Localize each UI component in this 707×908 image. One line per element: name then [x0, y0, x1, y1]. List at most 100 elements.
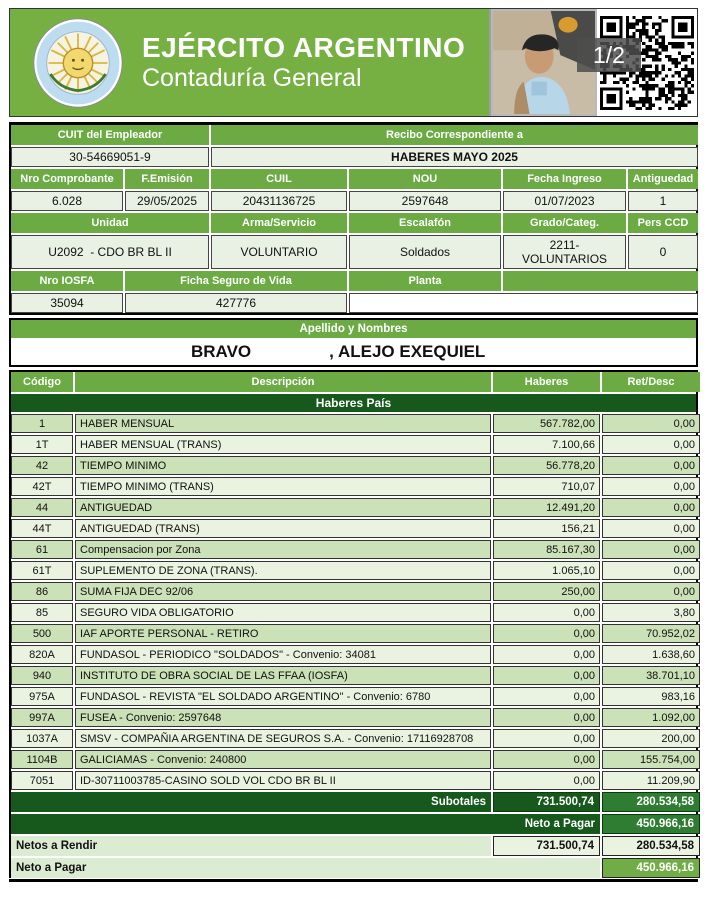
id-photo	[491, 9, 597, 116]
ingreso-label: Fecha Ingreso	[503, 169, 626, 189]
row-haberes: 567.782,00	[493, 414, 600, 433]
ficha-value: 427776	[125, 293, 347, 313]
grado-label: Grado/Categ.	[503, 213, 626, 233]
table-row: 44 ANTIGUEDAD 12.491,20 0,00	[11, 498, 700, 517]
row-ret-desc: 11.209,90	[602, 771, 700, 790]
femision-value: 29/05/2025	[125, 191, 209, 211]
row-haberes: 12.491,20	[493, 498, 600, 517]
table-row: 1037A SMSV - COMPAÑIA ARGENTINA DE SEGURO…	[11, 729, 700, 748]
row-code: 1104B	[11, 750, 73, 769]
row-haberes: 156,21	[493, 519, 600, 538]
table-row: 7051 ID-30711003785-CASINO SOLD VOL CDO B…	[11, 771, 700, 790]
row-description: ANTIGUEDAD	[75, 498, 491, 517]
bottom-border	[9, 879, 698, 882]
row-description: GALICIAMAS - Convenio: 240800	[75, 750, 491, 769]
row-code: 85	[11, 603, 73, 622]
row-description: INSTITUTO DE OBRA SOCIAL DE LAS FFAA (IO…	[75, 666, 491, 685]
subtotals-haberes: 731.500,74	[493, 792, 600, 812]
row-description: TIEMPO MINIMO	[75, 456, 491, 475]
row-haberes: 0,00	[493, 708, 600, 727]
nou-label: NOU	[349, 169, 501, 189]
table-row: 997A FUSEA - Convenio: 2597648 0,00 1.092,0…	[11, 708, 700, 727]
table-row: 820A FUNDASOL - PERIODICO "SOLDADOS" - Co…	[11, 645, 700, 664]
row-code: 500	[11, 624, 73, 643]
row-haberes: 7.100,66	[493, 435, 600, 454]
row-code: 940	[11, 666, 73, 685]
neto-pagar-dark-row: Neto a Pagar 450.966,16	[11, 814, 700, 834]
army-seal-logo	[33, 17, 123, 108]
employee-given-names: , ALEJO EXEQUIEL	[329, 341, 486, 361]
row-description: SUMA FIJA DEC 92/06	[75, 582, 491, 601]
row-description: FUNDASOL - PERIODICO "SOLDADOS" - Conven…	[75, 645, 491, 664]
subtotals-label: Subotales	[11, 792, 491, 812]
row-haberes: 0,00	[493, 771, 600, 790]
subtotals-ret: 280.534,58	[602, 792, 700, 812]
col-header-ret: Ret/Desc	[602, 372, 700, 392]
row-ret-desc: 0,00	[602, 456, 700, 475]
recibo-label: Recibo Correspondiente a	[211, 125, 698, 145]
comprobante-label: Nro Comprobante	[11, 169, 123, 189]
row-ret-desc: 200,00	[602, 729, 700, 748]
col-header-haberes: Haberes	[493, 372, 600, 392]
header-titles: EJÉRCITO ARGENTINO Contaduría General	[142, 31, 466, 93]
neto-pagar-light-row: Neto a Pagar 450.966,16	[11, 858, 700, 878]
row-code: 997A	[11, 708, 73, 727]
row-ret-desc: 155.754,00	[602, 750, 700, 769]
row-ret-desc: 0,00	[602, 561, 700, 580]
row-code: 44	[11, 498, 73, 517]
row-description: IAF APORTE PERSONAL - RETIRO	[75, 624, 491, 643]
neto-pagar-light-label: Neto a Pagar	[11, 858, 600, 878]
row-code: 42T	[11, 477, 73, 496]
netos-rendir-ret: 280.534,58	[602, 836, 700, 856]
row-ret-desc: 0,00	[602, 435, 700, 454]
planta-value	[349, 293, 698, 313]
table-row: 1T HABER MENSUAL (TRANS) 7.100,66 0,00	[11, 435, 700, 454]
row-code: 44T	[11, 519, 73, 538]
row-haberes: 0,00	[493, 750, 600, 769]
escalafon-label: Escalafón	[349, 213, 501, 233]
cuit-value: 30-54669051-9	[11, 147, 209, 167]
row-haberes: 0,00	[493, 729, 600, 748]
row-code: 61T	[11, 561, 73, 580]
table-row: 86 SUMA FIJA DEC 92/06 250,00 0,00	[11, 582, 700, 601]
employee-name: BRAVO , ALEJO EXEQUIEL	[11, 338, 696, 365]
table-row: 42T TIEMPO MINIMO (TRANS) 710,07 0,00	[11, 477, 700, 496]
header-banner: EJÉRCITO ARGENTINO Contaduría General	[9, 8, 698, 117]
row-haberes: 0,00	[493, 603, 600, 622]
arma-label: Arma/Servicio	[211, 213, 347, 233]
org-subtitle: Contaduría General	[142, 63, 362, 92]
row-code: 820A	[11, 645, 73, 664]
row-description: SEGURO VIDA OBLIGATORIO	[75, 603, 491, 622]
row-haberes: 0,00	[493, 687, 600, 706]
info-spacer-green	[503, 271, 698, 291]
row-code: 86	[11, 582, 73, 601]
row-description: HABER MENSUAL	[75, 414, 491, 433]
row-code: 61	[11, 540, 73, 559]
row-ret-desc: 983,16	[602, 687, 700, 706]
iosfa-label: Nro IOSFA	[11, 271, 123, 291]
row-ret-desc: 38.701,10	[602, 666, 700, 685]
unidad-value: U2092 - CDO BR BL II	[11, 235, 209, 269]
pay-table-header: Código Descripción Haberes Ret/Desc	[11, 372, 700, 392]
row-code: 1T	[11, 435, 73, 454]
antiguedad-label: Antiguedad	[628, 169, 698, 189]
name-banner: Apellido y Nombres	[11, 320, 696, 338]
table-row: 85 SEGURO VIDA OBLIGATORIO 0,00 3,80	[11, 603, 700, 622]
row-haberes: 56.778,20	[493, 456, 600, 475]
row-description: FUSEA - Convenio: 2597648	[75, 708, 491, 727]
section-banner: Haberes País	[11, 394, 696, 412]
col-header-code: Código	[11, 372, 73, 392]
row-ret-desc: 0,00	[602, 519, 700, 538]
femision-label: F.Emisión	[125, 169, 209, 189]
recibo-value: HABERES MAYO 2025	[211, 147, 698, 167]
row-ret-desc: 3,80	[602, 603, 700, 622]
table-row: 1 HABER MENSUAL 567.782,00 0,00	[11, 414, 700, 433]
row-description: SMSV - COMPAÑIA ARGENTINA DE SEGUROS S.A…	[75, 729, 491, 748]
arma-value: VOLUNTARIO	[211, 235, 347, 269]
org-title: EJÉRCITO ARGENTINO	[142, 31, 466, 63]
table-row: 61 Compensacion por Zona 85.167,30 0,00	[11, 540, 700, 559]
nou-value: 2597648	[349, 191, 501, 211]
row-description: HABER MENSUAL (TRANS)	[75, 435, 491, 454]
neto-pagar-dark-value: 450.966,16	[602, 814, 700, 834]
